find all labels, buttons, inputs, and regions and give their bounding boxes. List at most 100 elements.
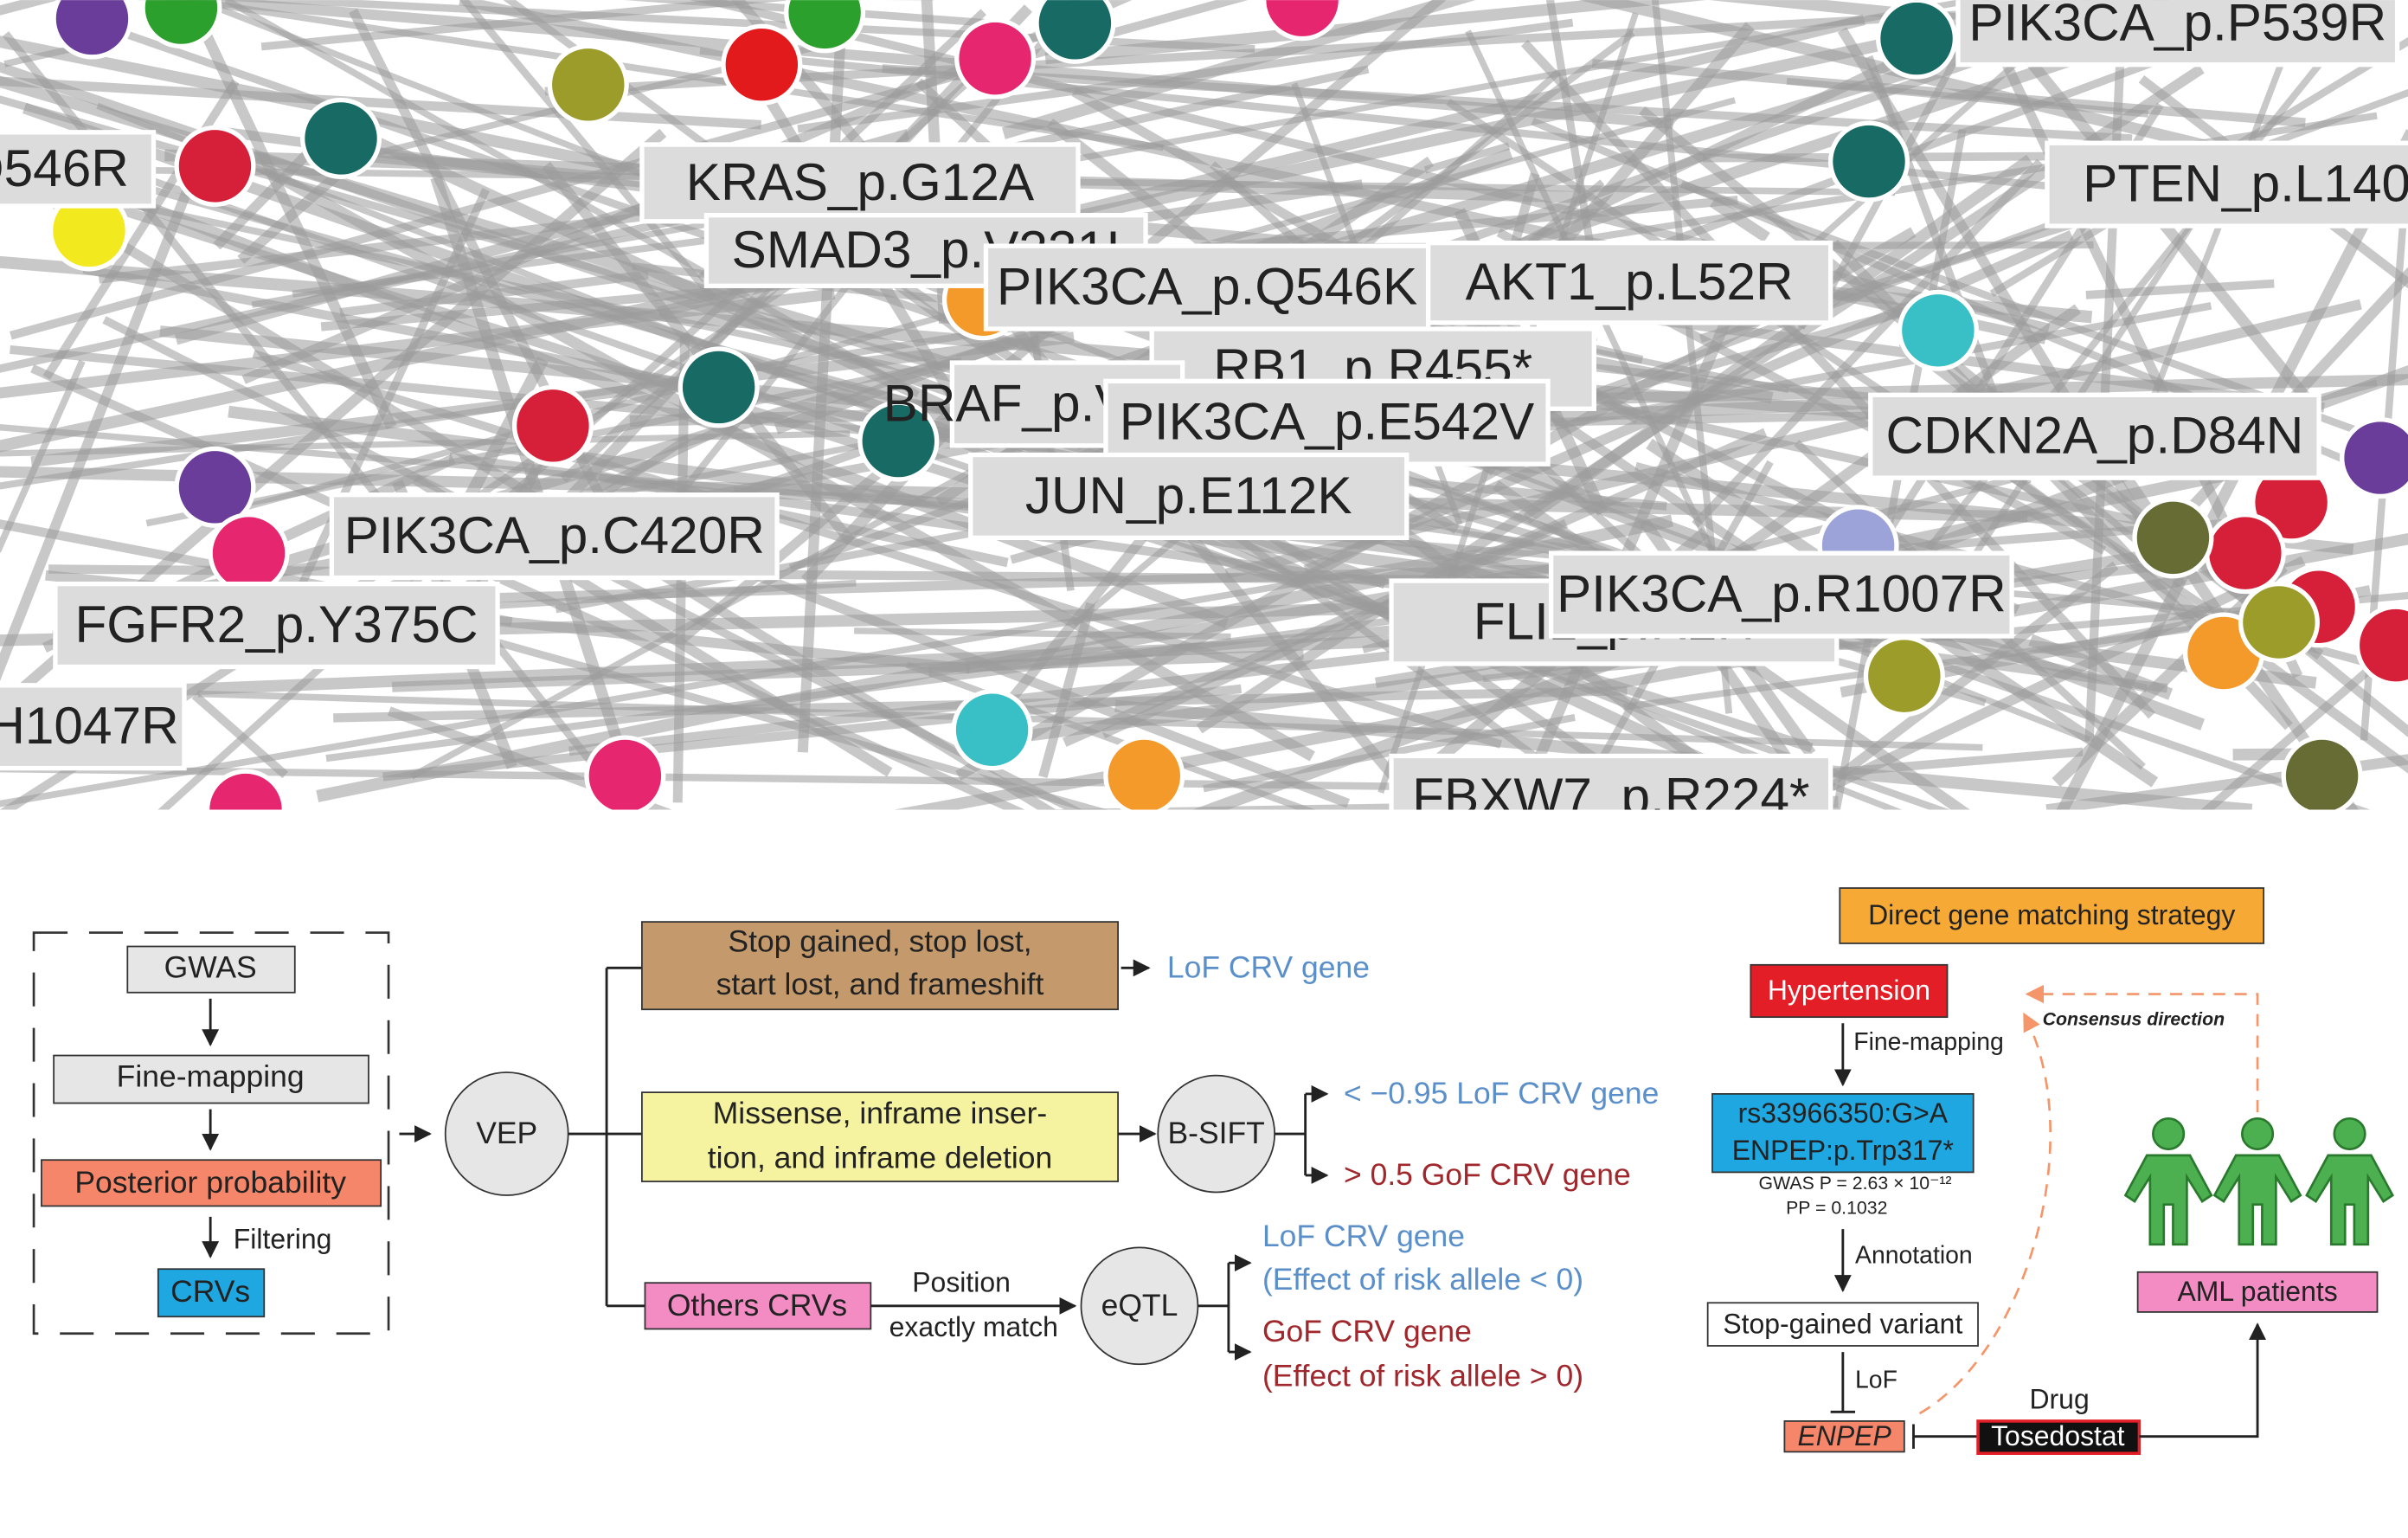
network-label: PIK3CA_p.H1047R bbox=[0, 696, 179, 755]
inhibit bbox=[1830, 1352, 1856, 1413]
label-box bbox=[1955, 0, 2400, 68]
label-box bbox=[639, 142, 1081, 224]
label-box bbox=[0, 130, 157, 209]
edge bbox=[0, 539, 1535, 808]
label: Stop gained, stop lost, bbox=[728, 923, 1031, 958]
label: exactly match bbox=[889, 1311, 1058, 1342]
network-node bbox=[204, 769, 287, 810]
network-node bbox=[721, 23, 803, 106]
network-node bbox=[2281, 735, 2363, 810]
label: LoF bbox=[1855, 1366, 1898, 1393]
box bbox=[1783, 1420, 1905, 1453]
box bbox=[644, 1282, 872, 1330]
network-node bbox=[174, 446, 256, 528]
inhibit bbox=[1912, 1424, 1979, 1449]
consensus-arrow bbox=[1918, 1012, 2052, 1415]
label: (Effect of risk allele > 0) bbox=[1262, 1359, 1583, 1393]
label: (Effect of risk allele < 0) bbox=[1262, 1262, 1583, 1297]
network-node bbox=[511, 384, 594, 467]
label: GWAS bbox=[164, 949, 257, 984]
person-body bbox=[2212, 1154, 2302, 1246]
strategy: Direct gene matching strategy Hypertensi… bbox=[1706, 887, 2394, 1455]
edge bbox=[2085, 279, 2275, 299]
network-node bbox=[954, 17, 1037, 100]
title: Direct gene matching strategy bbox=[1868, 899, 2235, 930]
network-node bbox=[2340, 417, 2408, 499]
label-box bbox=[2045, 140, 2408, 228]
edge bbox=[325, 600, 1523, 763]
network-label: FBXW7_p.R224* bbox=[1412, 767, 1809, 826]
network-label: PIK3CA_p.E542V bbox=[1120, 392, 1535, 451]
network-label: FGFR2_p.Y375C bbox=[74, 595, 478, 653]
label: GoF CRV gene bbox=[1262, 1314, 1472, 1348]
label-box bbox=[329, 492, 780, 581]
edge bbox=[882, 64, 2133, 143]
label: GWAS P = 2.63 × 10⁻¹² bbox=[1759, 1173, 1952, 1194]
box bbox=[126, 945, 296, 994]
box bbox=[1839, 887, 2265, 944]
label: Drug bbox=[2029, 1383, 2089, 1414]
network-node bbox=[1827, 120, 1910, 203]
label: ENPEP bbox=[1797, 1420, 1891, 1451]
network-node bbox=[784, 0, 866, 54]
network-label: JUN_p.E112K bbox=[1025, 466, 1352, 524]
edge bbox=[191, 692, 289, 779]
network-node bbox=[140, 0, 222, 49]
edge bbox=[0, 0, 59, 16]
label-box bbox=[0, 683, 187, 771]
label: AML patients bbox=[2177, 1276, 2337, 1307]
patients-icon bbox=[2123, 1116, 2394, 1246]
box bbox=[1706, 1302, 1979, 1347]
label-box bbox=[1548, 550, 2014, 639]
label-box bbox=[983, 243, 1431, 331]
network-node bbox=[677, 346, 760, 428]
connector bbox=[568, 966, 645, 1308]
consensus-arrow bbox=[2025, 984, 2259, 1113]
network-label: PIK3CA_p.P539R bbox=[1968, 0, 2386, 51]
network-node bbox=[208, 512, 290, 595]
network-node bbox=[547, 43, 629, 125]
arrow bbox=[2139, 1322, 2267, 1438]
label: Missense, inframe inser- bbox=[713, 1096, 1048, 1130]
label: Others CRVs bbox=[667, 1288, 847, 1322]
edge bbox=[10, 0, 1248, 340]
network: Q546RKRAS_p.G12ASMAD3_p.V331IRB1_p.R455*… bbox=[0, 0, 2408, 826]
pipeline: GWAS Fine-mapping Posterior probability … bbox=[32, 921, 1659, 1393]
edge bbox=[2045, 754, 2408, 810]
label: Filtering bbox=[234, 1224, 332, 1255]
label-box bbox=[968, 452, 1409, 541]
edge bbox=[1709, 196, 1770, 243]
box bbox=[641, 1091, 1119, 1182]
network-node bbox=[584, 735, 666, 810]
label-box bbox=[53, 581, 500, 670]
network-label: AKT1_p.L52R bbox=[1466, 252, 1794, 311]
box bbox=[641, 921, 1119, 1011]
label: Annotation bbox=[1855, 1242, 1973, 1270]
network-node bbox=[1876, 0, 1958, 80]
network-node bbox=[1897, 289, 1979, 371]
label: Fine-mapping bbox=[1853, 1028, 2004, 1056]
label: < −0.95 LoF CRV gene bbox=[1344, 1076, 1659, 1110]
label: LoF CRV gene bbox=[1167, 949, 1370, 984]
network-node bbox=[1034, 0, 1116, 64]
label: ENPEP:p.Trp317* bbox=[1732, 1135, 1954, 1166]
label: Stop-gained variant bbox=[1723, 1308, 1962, 1339]
label: Position bbox=[912, 1266, 1011, 1297]
network-label: Q546R bbox=[0, 138, 129, 197]
box bbox=[2136, 1271, 2379, 1313]
label-box bbox=[1868, 392, 2321, 480]
edge bbox=[3, 146, 1230, 628]
edge bbox=[1492, 479, 1970, 810]
edge bbox=[382, 684, 1243, 782]
label: > 0.5 GoF CRV gene bbox=[1344, 1157, 1631, 1192]
edge bbox=[1196, 64, 2205, 734]
network-node bbox=[2238, 581, 2320, 664]
network-node bbox=[857, 400, 940, 482]
label: Fine-mapping bbox=[117, 1059, 305, 1094]
edge bbox=[197, 690, 1983, 751]
edge bbox=[0, 629, 1539, 704]
label-box bbox=[1389, 753, 1833, 810]
edge bbox=[260, 0, 792, 51]
box bbox=[1711, 1092, 1975, 1174]
